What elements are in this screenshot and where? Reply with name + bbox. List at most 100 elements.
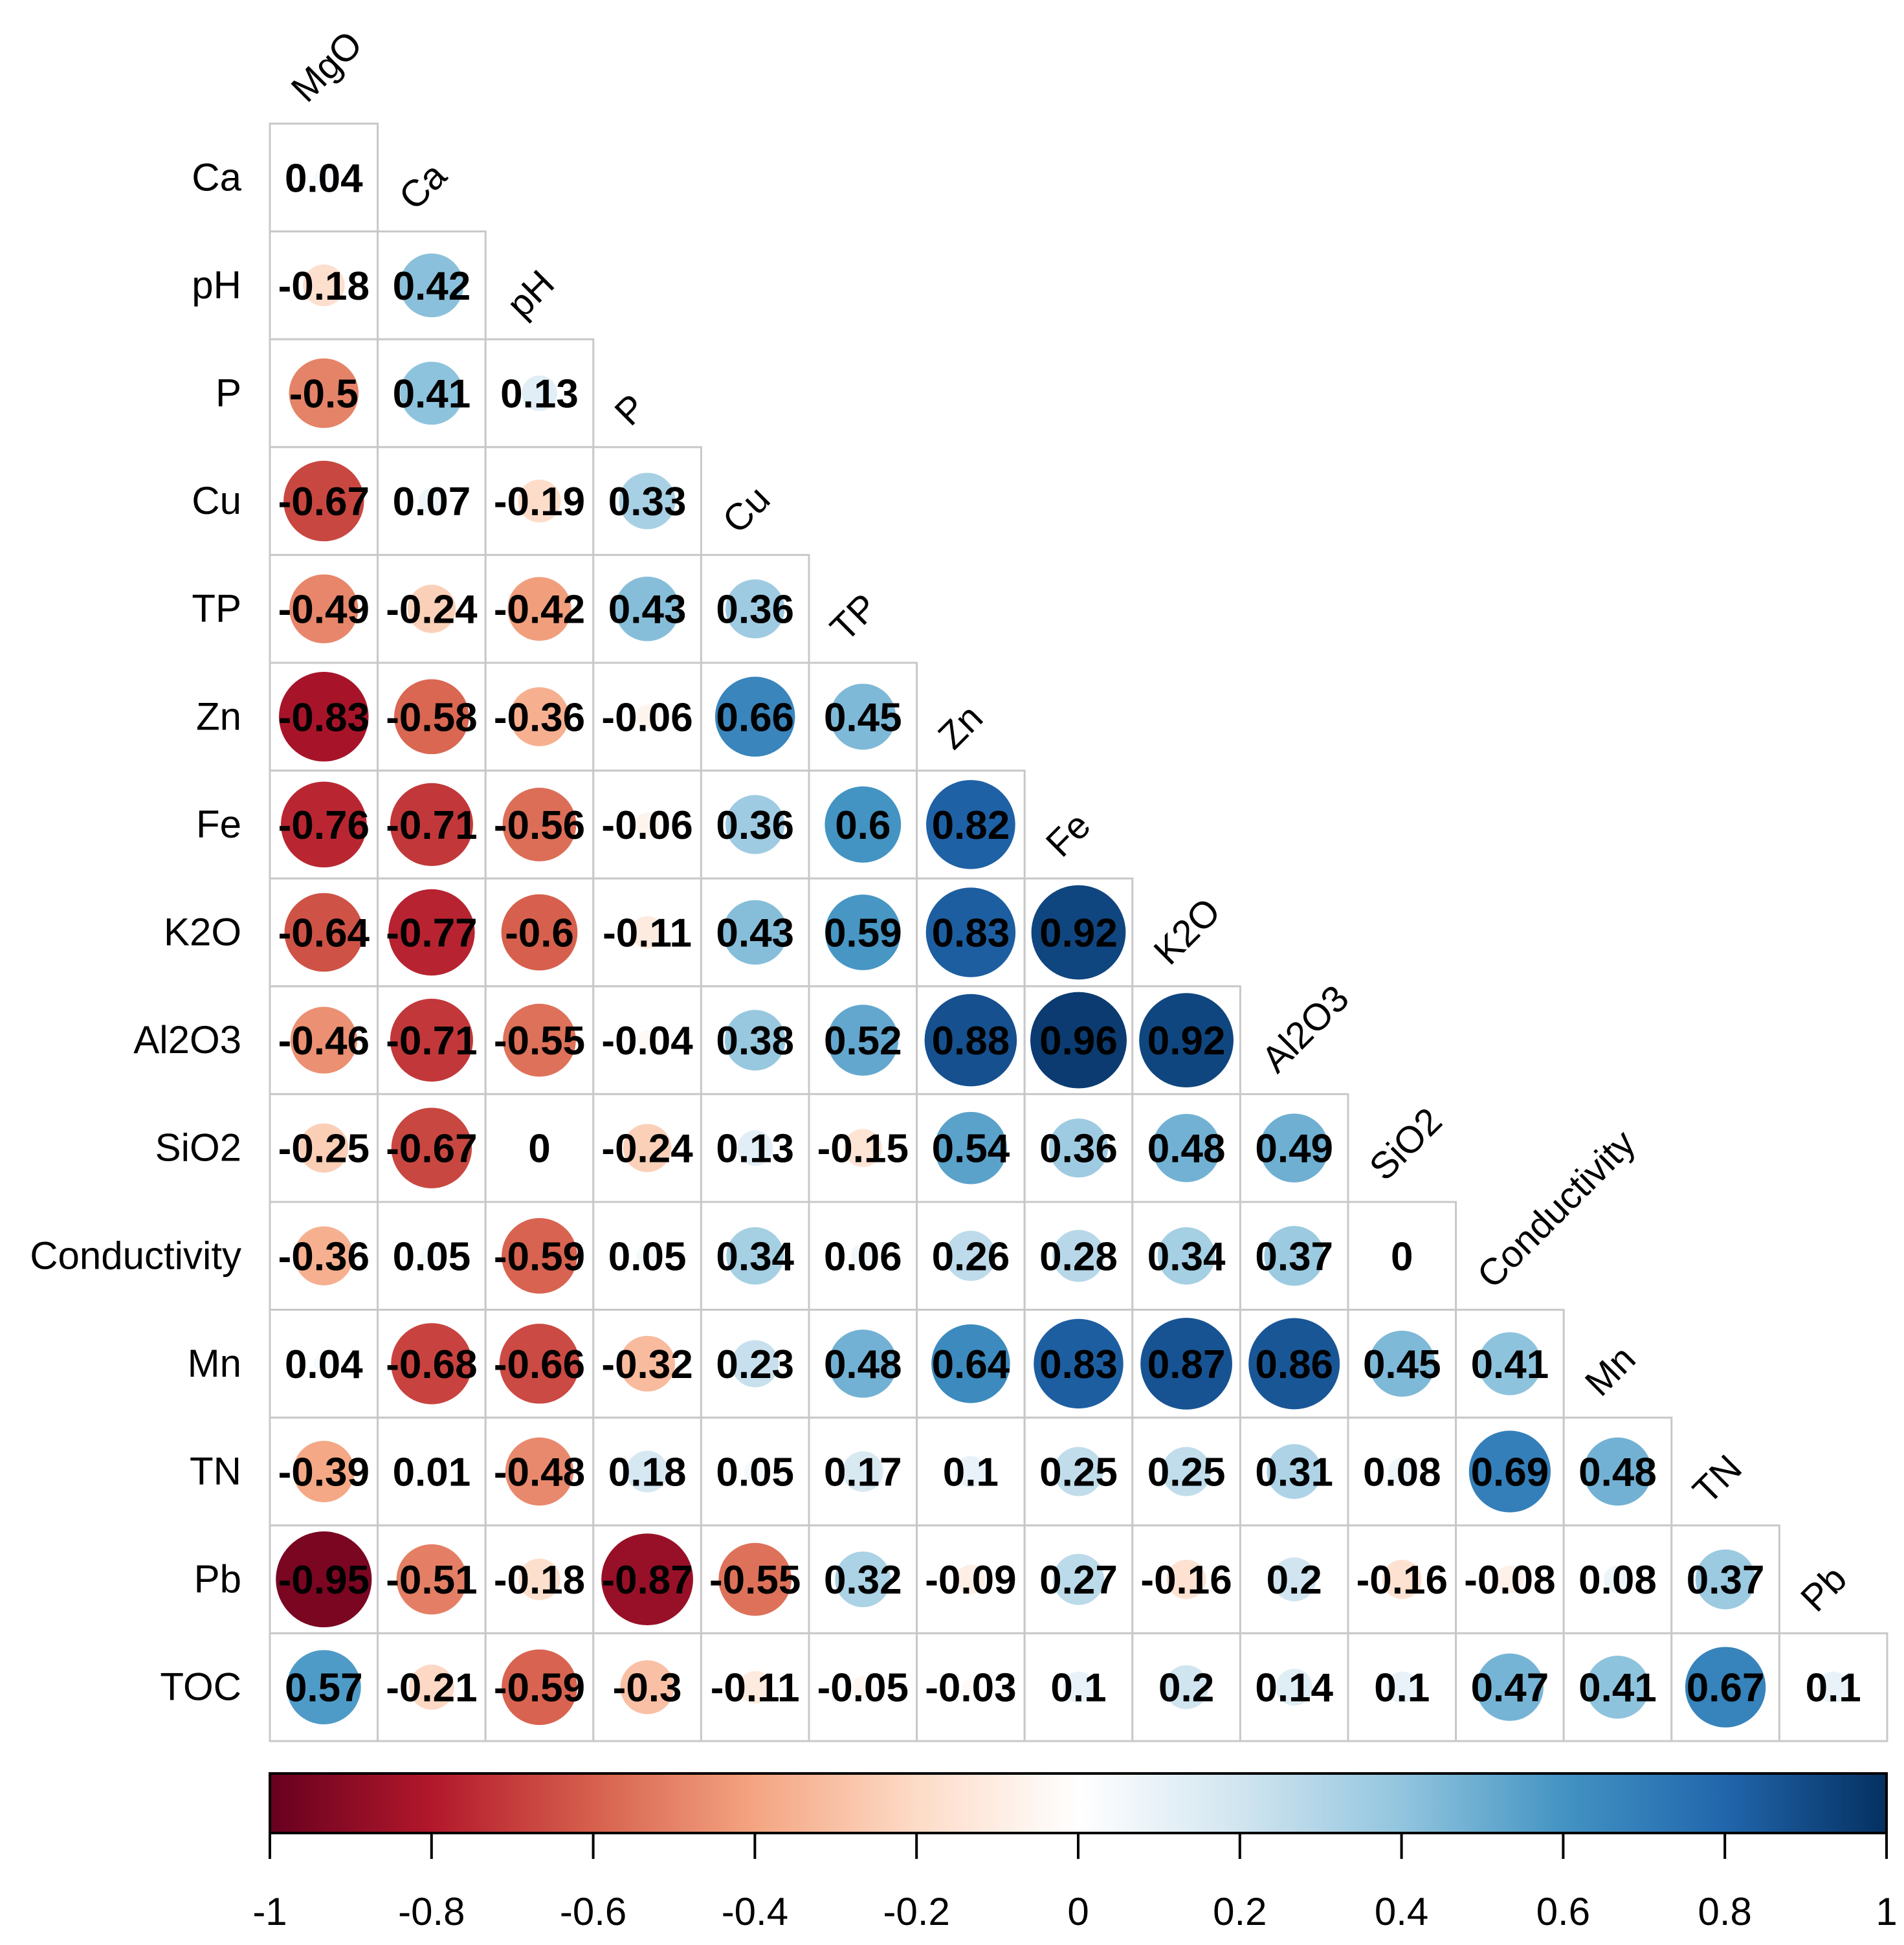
correlation-value-label: -0.55 <box>709 1558 801 1603</box>
correlation-circle <box>1685 1647 1766 1728</box>
correlation-value-label: 0.13 <box>500 372 579 417</box>
correlation-value-label: 0.66 <box>716 695 794 740</box>
correlation-circle <box>1053 1553 1104 1605</box>
correlation-circle <box>828 1329 897 1398</box>
correlation-value-label: 0.42 <box>393 264 471 309</box>
correlation-circle <box>294 1226 353 1285</box>
correlation-circle <box>1259 1113 1329 1183</box>
correlation-value-label: 0.96 <box>1039 1019 1118 1063</box>
circle-layer <box>276 168 1849 1728</box>
colorbar-rect <box>269 1772 1888 1834</box>
row-label-ph: pH <box>192 263 241 307</box>
correlation-circle <box>502 1217 577 1294</box>
correlation-circle <box>635 812 659 837</box>
correlation-circle <box>1152 1114 1221 1183</box>
correlation-circle <box>1276 1669 1313 1706</box>
correlation-circle <box>314 1353 334 1374</box>
correlation-circle <box>925 887 1016 977</box>
correlation-circle <box>722 900 788 965</box>
correlation-value-label: -0.21 <box>386 1666 477 1711</box>
row-label-conductivity: Conductivity <box>30 1234 241 1277</box>
correlation-circle <box>1054 1447 1103 1496</box>
correlation-circle <box>931 1324 1010 1403</box>
correlation-value-label: -0.59 <box>494 1234 585 1279</box>
correlation-circle <box>289 358 359 428</box>
correlation-circle <box>1468 1430 1551 1513</box>
correlation-value-label: 0.1 <box>943 1450 999 1495</box>
correlation-circle <box>1476 1653 1544 1721</box>
correlation-value-label: 0.23 <box>716 1342 794 1387</box>
correlation-circle <box>615 576 680 641</box>
correlation-value-label: 0.41 <box>393 372 471 417</box>
correlation-circle <box>852 1676 874 1698</box>
correlation-value-label: 0.37 <box>1255 1234 1333 1279</box>
row-label-fe: Fe <box>196 803 241 846</box>
row-label-pb: Pb <box>194 1557 241 1601</box>
correlation-circle <box>1139 993 1234 1087</box>
correlation-circle <box>505 1437 574 1506</box>
column-label-mgo: MgO <box>283 23 371 110</box>
correlation-value-label: 0.33 <box>608 480 687 524</box>
correlation-circle <box>418 487 445 515</box>
correlation-value-label: -0.67 <box>386 1127 477 1172</box>
correlation-circle <box>1272 1557 1316 1602</box>
correlation-circle <box>1264 1226 1324 1286</box>
column-label-pb: Pb <box>1793 1557 1855 1619</box>
column-label-sio2: SiO2 <box>1362 1100 1450 1188</box>
correlation-circle <box>724 1010 786 1071</box>
correlation-circle <box>502 788 577 861</box>
correlation-value-label: 0.86 <box>1255 1342 1333 1387</box>
row-label-sio2: SiO2 <box>155 1126 241 1170</box>
correlation-value-label: 0.36 <box>716 803 794 848</box>
correlation-value-label: 0.64 <box>932 1342 1010 1387</box>
correlation-circle <box>299 1123 349 1173</box>
correlation-value-label: 0.43 <box>608 588 687 632</box>
correlation-value-label: -0.83 <box>278 695 370 740</box>
colorbar-tick-label: 0.4 <box>1375 1890 1428 1933</box>
colorbar-tick-label: -0.2 <box>883 1890 950 1933</box>
correlation-circle <box>718 1542 792 1616</box>
column-label-fe: Fe <box>1038 805 1099 865</box>
correlation-circle <box>1164 1665 1209 1709</box>
correlation-circle <box>827 1005 899 1076</box>
correlation-value-label: 0.48 <box>1147 1127 1226 1172</box>
correlation-circle <box>725 579 785 639</box>
correlation-value-label: 0.43 <box>716 911 794 956</box>
correlation-value-label: -0.06 <box>601 803 692 848</box>
correlation-value-label: 0.69 <box>1471 1450 1549 1495</box>
correlation-value-label: 0.05 <box>608 1234 687 1279</box>
correlation-value-label: 0.92 <box>1039 911 1118 956</box>
correlation-circle <box>1166 1559 1206 1599</box>
correlation-value-label: -0.15 <box>817 1127 909 1172</box>
correlation-circle <box>726 1227 784 1285</box>
correlation-circle <box>390 783 473 866</box>
row-label-tn: TN <box>190 1450 241 1493</box>
correlation-value-label: 0.25 <box>1039 1450 1118 1495</box>
correlation-value-label: -0.39 <box>278 1450 370 1495</box>
correlation-value-label: 0.48 <box>824 1342 902 1387</box>
correlation-circle <box>830 684 896 750</box>
correlation-circle <box>391 1107 472 1188</box>
correlation-value-label: -0.49 <box>278 588 370 632</box>
correlation-value-label: 0 <box>1391 1234 1413 1279</box>
correlation-circle <box>293 1441 355 1502</box>
correlation-circle <box>390 999 473 1082</box>
correlation-circle <box>636 1245 659 1267</box>
correlation-value-label: 0.45 <box>1363 1342 1441 1387</box>
row-label-toc: TOC <box>160 1665 241 1709</box>
cell-conductivity-sio2 <box>1347 1201 1457 1311</box>
colorbar-tick-label: 1 <box>1876 1890 1897 1933</box>
correlation-value-label: -0.67 <box>278 480 370 524</box>
correlation-value-label: 0.87 <box>1147 1342 1226 1387</box>
correlation-value-label: 0.47 <box>1471 1666 1549 1711</box>
correlation-circle <box>714 676 795 757</box>
correlation-circle <box>1267 1444 1322 1499</box>
value-label-layer: 0.04 -0.18 0.42 -0.5 0.41 0.13 -0.67 0.07 -0.19 0… <box>278 156 1861 1710</box>
correlation-value-label: 0.45 <box>824 695 902 740</box>
correlation-circle <box>426 1466 437 1477</box>
correlation-value-label: -0.3 <box>613 1666 682 1711</box>
colorbar-tick-label: 0.8 <box>1698 1890 1751 1933</box>
correlation-value-label: 0.07 <box>393 480 471 524</box>
correlation-value-label: 0.26 <box>932 1234 1010 1279</box>
